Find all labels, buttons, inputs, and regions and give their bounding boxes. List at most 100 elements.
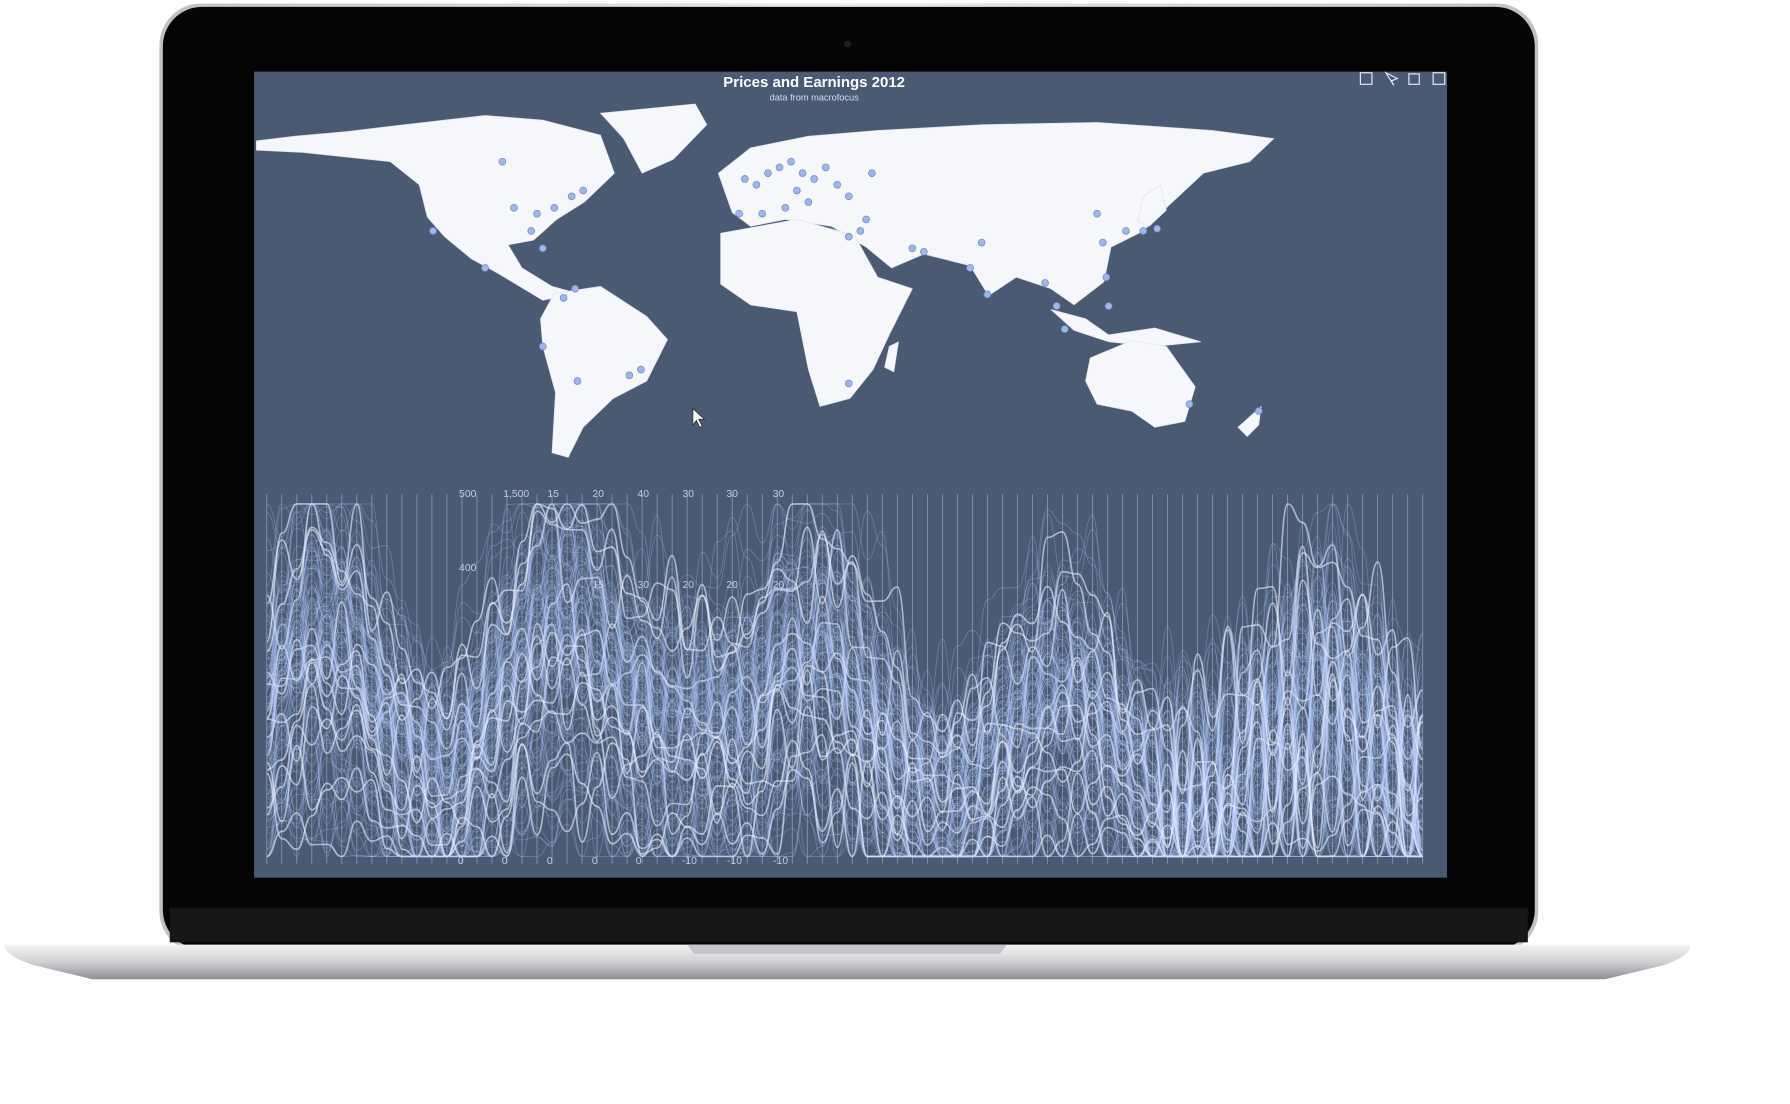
city-dot [1041, 279, 1049, 287]
profile-line [266, 585, 1423, 833]
profile-line [266, 715, 1423, 857]
profile-line [266, 703, 1424, 858]
camera [844, 40, 852, 48]
profile-line [265, 503, 1424, 795]
profile-line [266, 524, 1423, 857]
profile-line [266, 717, 1423, 857]
profile-line [266, 588, 1423, 857]
profile-line [266, 585, 1424, 857]
profile-line [266, 622, 1424, 857]
city-dot [804, 198, 813, 206]
axis-label: 500 [459, 489, 477, 500]
axis-label: 15 [547, 489, 559, 500]
city-dot [793, 186, 801, 195]
axis-label: 20 [592, 489, 604, 500]
profile-line [266, 519, 1423, 827]
city-dot [920, 247, 928, 256]
axis-label: 0 [502, 856, 508, 867]
profile-line [266, 540, 1423, 806]
city-dot [1185, 400, 1194, 408]
profile-line [266, 576, 1424, 799]
profile-line [266, 513, 1423, 857]
profile-line [266, 503, 1423, 819]
base-notch [687, 944, 1008, 954]
profile-line [265, 510, 1423, 858]
profile-line [266, 528, 1424, 857]
city-dot [752, 180, 761, 189]
axis-label: 30 [637, 580, 649, 591]
profile-line [266, 608, 1424, 852]
profile-line [265, 601, 1424, 858]
city-dot [741, 175, 749, 183]
profile-line [266, 530, 1423, 854]
profile-line [266, 538, 1424, 857]
profile-line [266, 562, 1424, 815]
city-dots [429, 157, 1263, 415]
profile-line [266, 667, 1424, 857]
tool-zoom[interactable] [1359, 72, 1373, 85]
new-zealand [1237, 405, 1262, 438]
city-dot [1093, 209, 1101, 218]
world-map [256, 103, 1275, 458]
toolbar [1359, 71, 1446, 86]
profile-line [266, 707, 1423, 857]
profile-line [266, 589, 1423, 857]
city-dot [1254, 407, 1263, 415]
profile-line [266, 524, 1423, 837]
greenland [599, 103, 708, 174]
city-dot [550, 204, 559, 212]
north-america [256, 115, 615, 301]
profile-line [266, 539, 1423, 857]
profile-line [266, 581, 1423, 857]
profile-line [266, 624, 1423, 857]
city-dot [983, 290, 992, 299]
indonesia [1050, 309, 1202, 347]
africa [720, 219, 913, 407]
tool-copy[interactable] [1408, 73, 1420, 85]
city-dot [1122, 227, 1130, 235]
bezel-bottom [169, 907, 1528, 943]
profile-line [266, 652, 1424, 858]
city-dot [856, 227, 865, 235]
profile-line [266, 594, 1424, 810]
city-dot [810, 175, 818, 183]
profile-line [266, 503, 1424, 848]
window-title: Prices and Earnings 2012 [723, 74, 905, 91]
profile-line [266, 544, 1423, 837]
tool-close[interactable] [1432, 72, 1446, 85]
city-dot [833, 180, 842, 189]
city-dot [1153, 224, 1161, 233]
tool-select[interactable] [1384, 71, 1399, 86]
profile-line [265, 742, 1423, 858]
city-dot [775, 163, 784, 172]
profile-line [266, 503, 1423, 857]
profile-line [265, 503, 1424, 791]
city-dot [579, 186, 588, 195]
profile-line [266, 650, 1423, 857]
profile-line [266, 503, 1424, 828]
axis-label: 40 [637, 489, 649, 500]
parallel-coordinates [265, 494, 1424, 864]
profile-line [266, 592, 1424, 857]
profile-line [266, 534, 1424, 857]
profile-line [266, 635, 1423, 858]
city-dot [625, 371, 634, 380]
city-dot [977, 238, 986, 247]
profile-line [266, 580, 1423, 847]
profile-line [266, 575, 1424, 816]
city-dot [573, 377, 582, 385]
profile-line [266, 603, 1424, 838]
city-dot [868, 169, 876, 178]
city-dot [1139, 227, 1148, 235]
profile-line [266, 520, 1424, 846]
city-dot [764, 169, 772, 178]
city-dot [429, 227, 437, 235]
city-dot [1104, 302, 1113, 310]
axis-label: 0 [592, 856, 598, 867]
madagascar [884, 341, 899, 373]
city-dot [571, 284, 579, 293]
profile-line [266, 503, 1423, 827]
city-dot [1052, 302, 1061, 310]
city-dot [538, 342, 547, 351]
profile-line [266, 578, 1424, 852]
